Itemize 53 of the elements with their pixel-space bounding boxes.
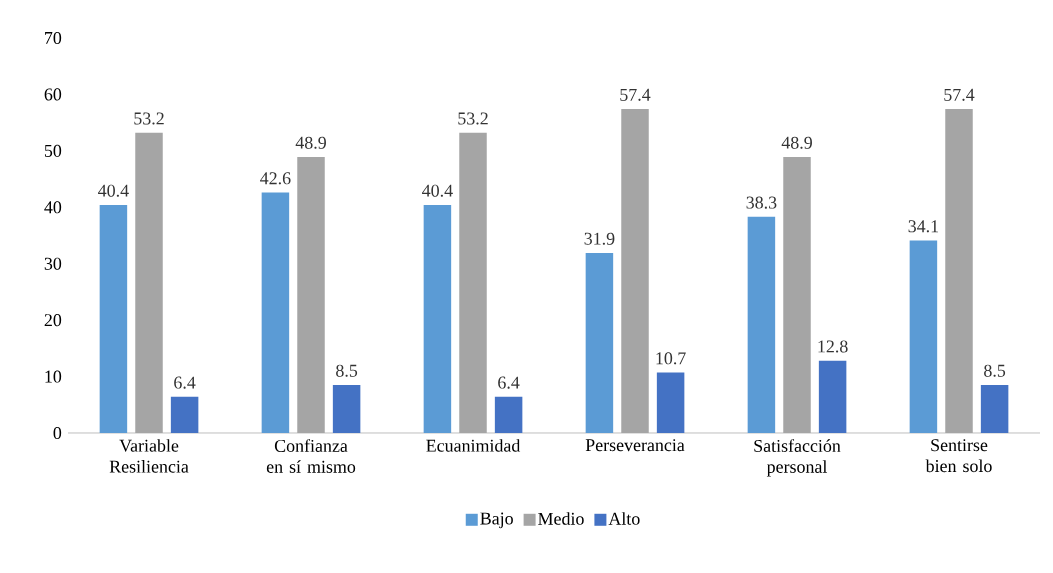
data-label: 10.7 xyxy=(656,352,686,365)
legend-label: Medio xyxy=(538,512,584,525)
bar xyxy=(980,385,1009,433)
data-label: 31.9 xyxy=(584,232,615,245)
bar xyxy=(332,385,361,433)
y-tick-label: 60 xyxy=(44,88,62,101)
data-label: 12.8 xyxy=(818,340,848,353)
bar xyxy=(423,205,452,433)
x-tick-label: Satisfacción personal xyxy=(754,439,841,477)
bar xyxy=(621,109,649,433)
legend-label: Bajo xyxy=(480,512,513,529)
y-tick-label: 50 xyxy=(44,144,62,157)
data-label: 6.4 xyxy=(498,376,520,389)
data-label: 57.4 xyxy=(944,88,975,101)
bar xyxy=(909,240,938,433)
data-label: 48.9 xyxy=(781,136,812,149)
data-label: 38.3 xyxy=(746,196,777,209)
y-tick-label: 70 xyxy=(45,31,62,45)
y-tick-label: 20 xyxy=(44,314,62,327)
bar xyxy=(494,396,523,433)
bar xyxy=(783,157,811,433)
y-tick-label: 0 xyxy=(53,426,62,440)
bar xyxy=(135,132,163,433)
x-tick-label: Confianza en sí mismo xyxy=(266,439,356,473)
bar xyxy=(747,216,776,433)
data-label: 6.4 xyxy=(174,376,196,389)
bar xyxy=(459,132,487,433)
data-label: 8.5 xyxy=(984,364,1006,377)
x-tick-label: Variable Resiliencia xyxy=(109,439,189,473)
data-label: 57.4 xyxy=(620,88,651,101)
bar xyxy=(99,205,128,433)
x-tick-label: Ecuanimidad xyxy=(426,439,521,452)
bar xyxy=(585,252,614,433)
bar xyxy=(261,192,290,433)
x-tick-label: Sentirse bien solo xyxy=(925,439,992,473)
bar xyxy=(818,360,847,433)
x-tick-label: Perseverancia xyxy=(585,439,685,452)
data-label: 53.2 xyxy=(458,112,488,125)
y-tick-label: 40 xyxy=(44,201,62,214)
bar xyxy=(945,109,973,433)
bar xyxy=(656,372,685,433)
data-label: 53.2 xyxy=(134,112,164,125)
data-label: 42.6 xyxy=(260,172,291,185)
data-label: 34.1 xyxy=(908,220,939,233)
data-label: 8.5 xyxy=(336,364,358,377)
bar xyxy=(170,396,199,433)
data-label: 40.4 xyxy=(422,184,453,197)
bar xyxy=(297,157,325,433)
legend-label: Alto xyxy=(608,512,640,525)
data-label: 48.9 xyxy=(295,136,326,149)
y-tick-label: 30 xyxy=(44,257,62,270)
y-tick-label: 10 xyxy=(45,370,62,383)
data-label: 40.4 xyxy=(98,184,129,197)
